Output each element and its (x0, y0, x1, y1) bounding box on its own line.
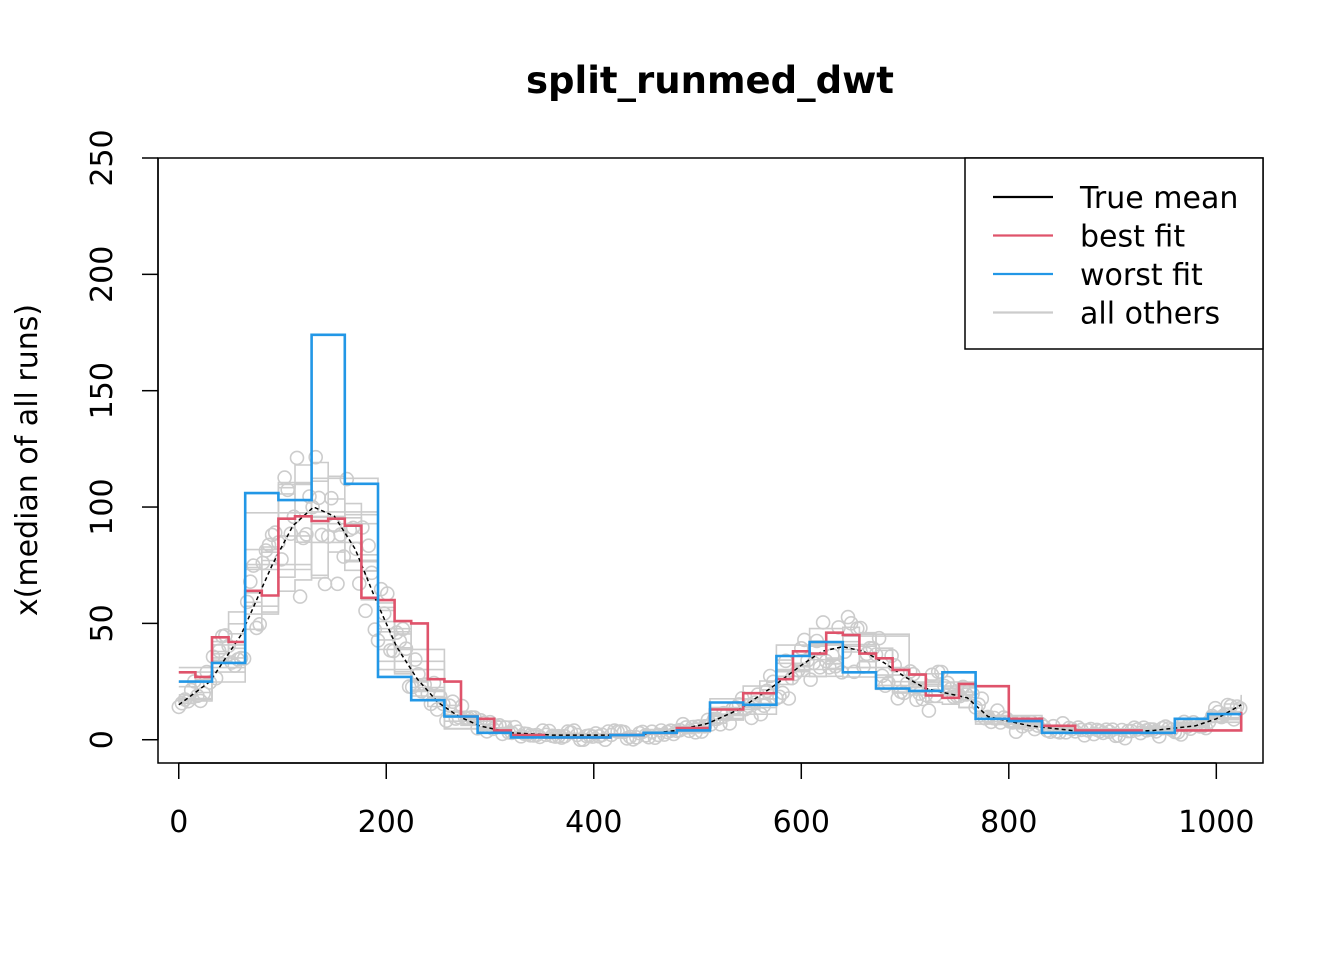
data-point (302, 489, 317, 504)
data-point (815, 615, 831, 630)
data-point (243, 574, 258, 590)
data-point (289, 450, 305, 466)
data-point (563, 725, 579, 740)
data-point (902, 664, 918, 679)
data-point (921, 703, 937, 718)
y-tick-label: 100 (85, 478, 120, 535)
data-point (750, 687, 766, 702)
data-point (174, 695, 190, 711)
data-point (722, 716, 738, 731)
data-point (311, 490, 327, 506)
data-point (333, 527, 348, 542)
data-point (327, 518, 342, 533)
y-tick-label: 0 (85, 730, 120, 749)
data-point (292, 589, 308, 604)
y-tick-label: 50 (85, 604, 120, 642)
data-point (407, 652, 423, 667)
axes-layer: 0 200 400 600 800 1000 0 50 100 150 200 250 (85, 129, 1264, 840)
data-point (261, 537, 277, 553)
x-tick-label: 0 (169, 805, 188, 840)
data-point (361, 538, 376, 554)
data-point (317, 576, 333, 592)
data-point (255, 555, 271, 571)
x-tick-label: 400 (565, 805, 622, 840)
data-point (299, 526, 314, 542)
chart-title: split_runmed_dwt (526, 59, 894, 102)
data-point (622, 729, 638, 745)
data-point (193, 693, 208, 709)
data-point (426, 675, 442, 691)
data-point (339, 471, 355, 487)
data-point (747, 695, 762, 710)
data-point (955, 679, 971, 695)
data-point (800, 653, 815, 668)
legend-label-worst: worst fit (1080, 258, 1203, 293)
data-point (793, 640, 809, 656)
data-point (877, 678, 893, 694)
legend-box (964, 157, 1264, 350)
data-point (1223, 698, 1239, 714)
data-point (744, 710, 759, 726)
data-point (367, 622, 383, 637)
series-line-worst (178, 333, 1242, 739)
data-point (473, 712, 489, 728)
other-fit-line (178, 461, 1242, 737)
data-point (280, 482, 296, 498)
data-point (295, 530, 311, 546)
data-point (395, 621, 411, 637)
data-point (323, 490, 339, 506)
data-point (896, 685, 912, 701)
data-point (351, 576, 367, 591)
data-point (753, 706, 769, 722)
data-point (772, 689, 787, 705)
data-point (239, 594, 255, 610)
y-tick-label: 150 (85, 362, 120, 419)
series-layer (178, 333, 1243, 739)
x-tick-label: 600 (773, 805, 830, 840)
data-point (283, 526, 299, 542)
x-tick-label: 200 (358, 805, 415, 840)
data-point (314, 527, 330, 543)
y-tick-label: 250 (85, 129, 120, 186)
data-point (246, 558, 261, 573)
data-point (417, 677, 433, 692)
data-point (398, 641, 414, 657)
data-point (965, 686, 980, 702)
data-point (218, 628, 233, 643)
x-tick-label: 1000 (1178, 805, 1254, 840)
data-point (650, 727, 666, 743)
data-point (252, 616, 268, 632)
legend-label-others: all others (1080, 297, 1220, 332)
legend-label-true: True mean (1079, 181, 1238, 216)
data-point (432, 689, 448, 704)
legend-label-best: best fit (1080, 220, 1185, 255)
data-point (267, 525, 283, 540)
data-point (358, 603, 373, 619)
other-fit-line (178, 464, 1242, 737)
data-point (336, 549, 352, 564)
data-point (445, 694, 461, 710)
data-point (837, 644, 853, 660)
data-point (887, 658, 903, 673)
y-axis-label: x(median of all runs) (10, 304, 45, 616)
data-point (249, 620, 264, 636)
data-point (345, 520, 361, 536)
data-point (330, 576, 345, 592)
x-tick-label: 800 (980, 805, 1037, 840)
data-point (871, 630, 887, 646)
data-point (803, 672, 818, 688)
y-tick-label: 200 (85, 246, 120, 303)
series-line-true (178, 506, 1242, 736)
data-point (781, 691, 797, 706)
data-point (308, 449, 324, 465)
data-point (983, 714, 999, 730)
